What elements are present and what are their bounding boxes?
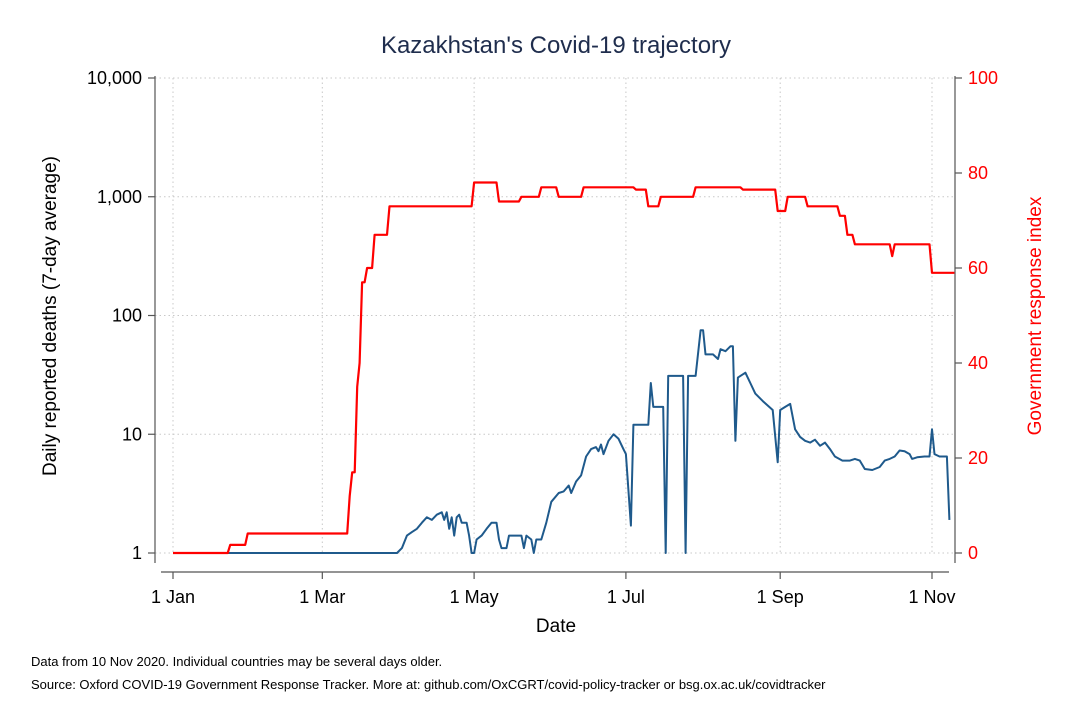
- y-left-tick-label: 100: [112, 306, 142, 326]
- y-left-tick-label: 10,000: [87, 68, 142, 88]
- x-tick-label: 1 Jul: [607, 587, 645, 607]
- y-left-tick-label: 1,000: [97, 187, 142, 207]
- x-axis-title: Date: [536, 616, 576, 637]
- data-note: Data from 10 Nov 2020. Individual countr…: [31, 654, 443, 669]
- x-tick-label: 1 Mar: [299, 587, 345, 607]
- y-right-axis-title: Government response index: [1025, 196, 1046, 435]
- y-right-tick-label: 60: [968, 258, 988, 278]
- x-tick-label: 1 Sep: [757, 587, 804, 607]
- x-tick-label: 1 Nov: [908, 587, 955, 607]
- ticks: 1 10 100 1,000 10,000 0 20 40 60 80 100 1 Jan 1 Mar 1…: [87, 68, 998, 607]
- grid: [155, 77, 955, 554]
- response-index-line: [173, 181, 955, 555]
- chart-title: Kazakhstan's Covid-19 trajectory: [381, 32, 731, 59]
- axes: [154, 76, 956, 573]
- y-left-tick-label: 1: [132, 543, 142, 563]
- y-right-tick-label: 100: [968, 68, 998, 88]
- y-right-tick-label: 40: [968, 353, 988, 373]
- x-tick-label: 1 May: [450, 587, 499, 607]
- source-note: Source: Oxford COVID-19 Government Respo…: [31, 677, 826, 692]
- y-left-axis-title: Daily reported deaths (7-day average): [40, 156, 61, 476]
- y-right-tick-label: 20: [968, 448, 988, 468]
- y-right-tick-label: 0: [968, 543, 978, 563]
- y-right-tick-label: 80: [968, 163, 988, 183]
- deaths-line: [173, 329, 951, 554]
- y-left-tick-label: 10: [122, 424, 142, 444]
- x-tick-label: 1 Jan: [151, 587, 195, 607]
- series-lines: [173, 181, 955, 555]
